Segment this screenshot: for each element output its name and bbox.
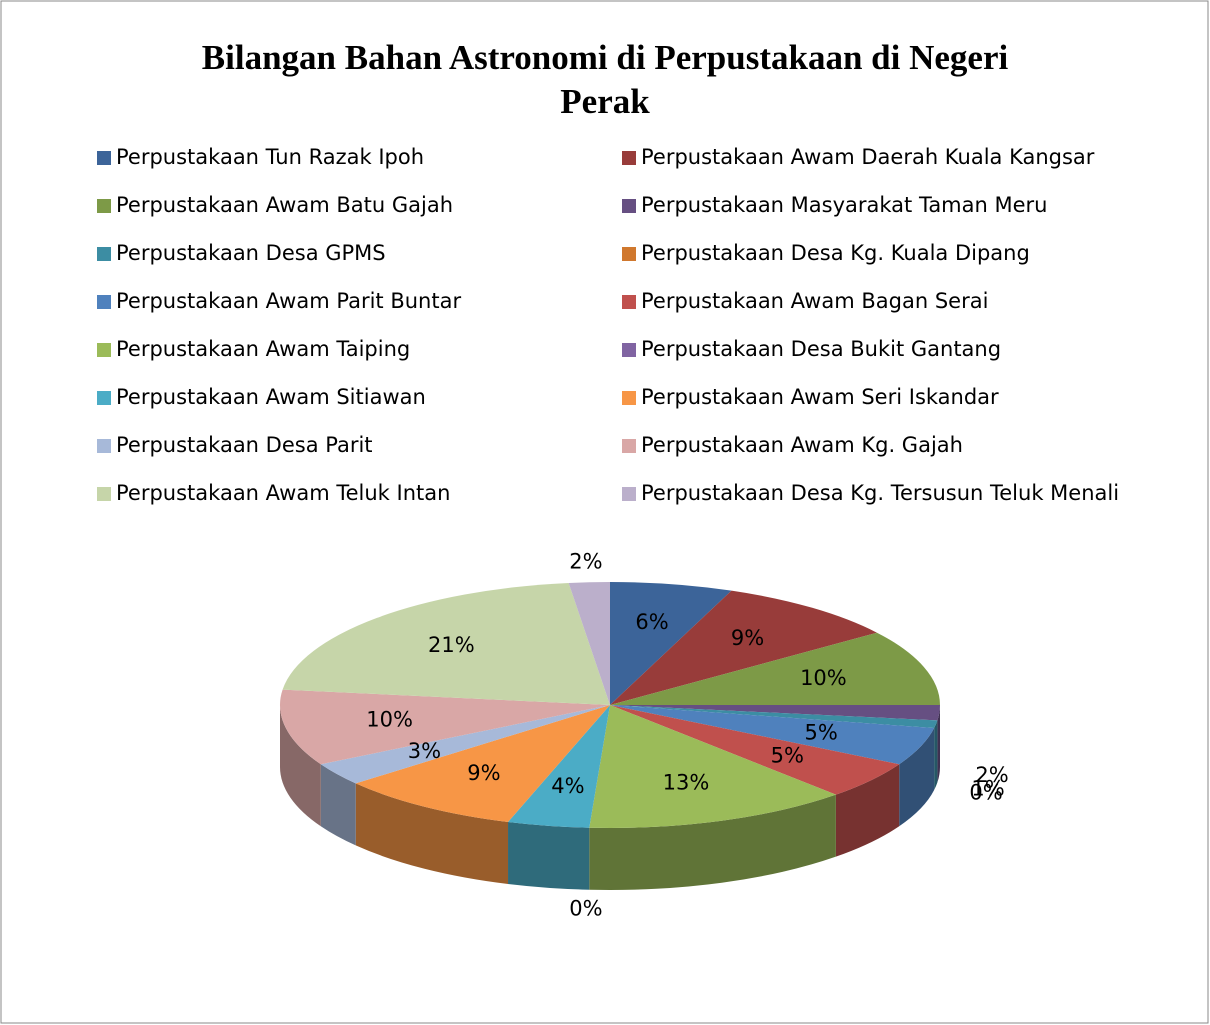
pie-side — [589, 794, 836, 890]
legend-swatch — [622, 487, 636, 501]
pie-slice — [610, 705, 940, 721]
legend-swatch — [622, 343, 636, 357]
legend-label: Perpustakaan Awam Parit Buntar — [116, 289, 461, 313]
data-label: 5% — [771, 743, 804, 767]
data-label: 5% — [804, 720, 837, 744]
data-label: 13% — [663, 771, 710, 795]
legend-label: Perpustakaan Awam Daerah Kuala Kangsar — [641, 145, 1095, 169]
data-label: 9% — [467, 761, 500, 785]
data-label: 1% — [971, 776, 1004, 800]
legend-label: Perpustakaan Awam Kg. Gajah — [641, 433, 963, 457]
pie-side — [355, 783, 509, 884]
legend-swatch — [97, 343, 111, 357]
data-label: 0% — [569, 896, 602, 920]
legend-swatch — [622, 391, 636, 405]
data-label: 10% — [366, 708, 413, 732]
legend-swatch — [97, 439, 111, 453]
legend-swatch — [97, 391, 111, 405]
data-label: 4% — [551, 774, 584, 798]
pie-side — [280, 705, 321, 827]
legend-label: Perpustakaan Awam Sitiawan — [116, 385, 426, 409]
legend-swatch — [97, 151, 111, 165]
legend-label: Perpustakaan Awam Batu Gajah — [116, 193, 453, 217]
legend-label: Perpustakaan Awam Seri Iskandar — [641, 385, 999, 409]
pie-slice — [282, 582, 610, 705]
data-label: 3% — [408, 739, 441, 763]
legend-label: Perpustakaan Desa Kg. Kuala Dipang — [641, 241, 1030, 265]
pie-slice — [610, 705, 935, 765]
legend-label: Perpustakaan Desa Kg. Tersusun Teluk Men… — [641, 481, 1119, 505]
pie-slice — [610, 582, 732, 705]
data-label: 9% — [731, 626, 764, 650]
data-label: 6% — [635, 610, 668, 634]
legend-swatch — [97, 199, 111, 213]
data-label: 10% — [800, 666, 847, 690]
data-label: 2% — [975, 763, 1008, 787]
legend-label: Perpustakaan Desa Parit — [116, 433, 373, 457]
pie-slice — [355, 705, 610, 822]
legend-swatch — [97, 247, 111, 261]
chart-title: Bilangan Bahan Astronomi di Perpustakaan… — [201, 38, 1009, 121]
pie-slice — [280, 689, 610, 765]
legend-label: Perpustakaan Masyarakat Taman Meru — [641, 193, 1047, 217]
data-label: 21% — [428, 633, 475, 657]
pie-slice — [610, 705, 938, 729]
data-label: 2% — [569, 550, 602, 574]
legend-label: Perpustakaan Awam Taiping — [116, 337, 410, 361]
legend-swatch — [622, 151, 636, 165]
legend-swatch — [622, 199, 636, 213]
pie-side — [934, 720, 938, 791]
legend-label: Perpustakaan Desa GPMS — [116, 241, 386, 265]
pie-slice — [508, 705, 610, 828]
pie-slice — [589, 705, 836, 828]
legend-swatch — [97, 487, 111, 501]
pie-slice — [610, 705, 900, 795]
pie-slice — [320, 705, 610, 784]
pie-side — [899, 728, 935, 827]
legend-swatch — [622, 439, 636, 453]
pie-side — [320, 764, 356, 846]
legend-swatch — [622, 295, 636, 309]
pie-slice — [568, 582, 610, 705]
legend-label: Perpustakaan Desa Bukit Gantang — [641, 337, 1001, 361]
legend-swatch — [97, 295, 111, 309]
pie-slice — [610, 590, 877, 705]
legend-label: Perpustakaan Awam Teluk Intan — [116, 481, 450, 505]
pie-slice — [610, 632, 940, 705]
legend-swatch — [622, 247, 636, 261]
data-label: 0% — [969, 781, 1002, 805]
pie-side — [508, 821, 590, 890]
pie-side — [937, 705, 940, 783]
legend-label: Perpustakaan Awam Bagan Serai — [641, 289, 988, 313]
pie-side — [835, 764, 900, 857]
legend-label: Perpustakaan Tun Razak Ipoh — [116, 145, 424, 169]
